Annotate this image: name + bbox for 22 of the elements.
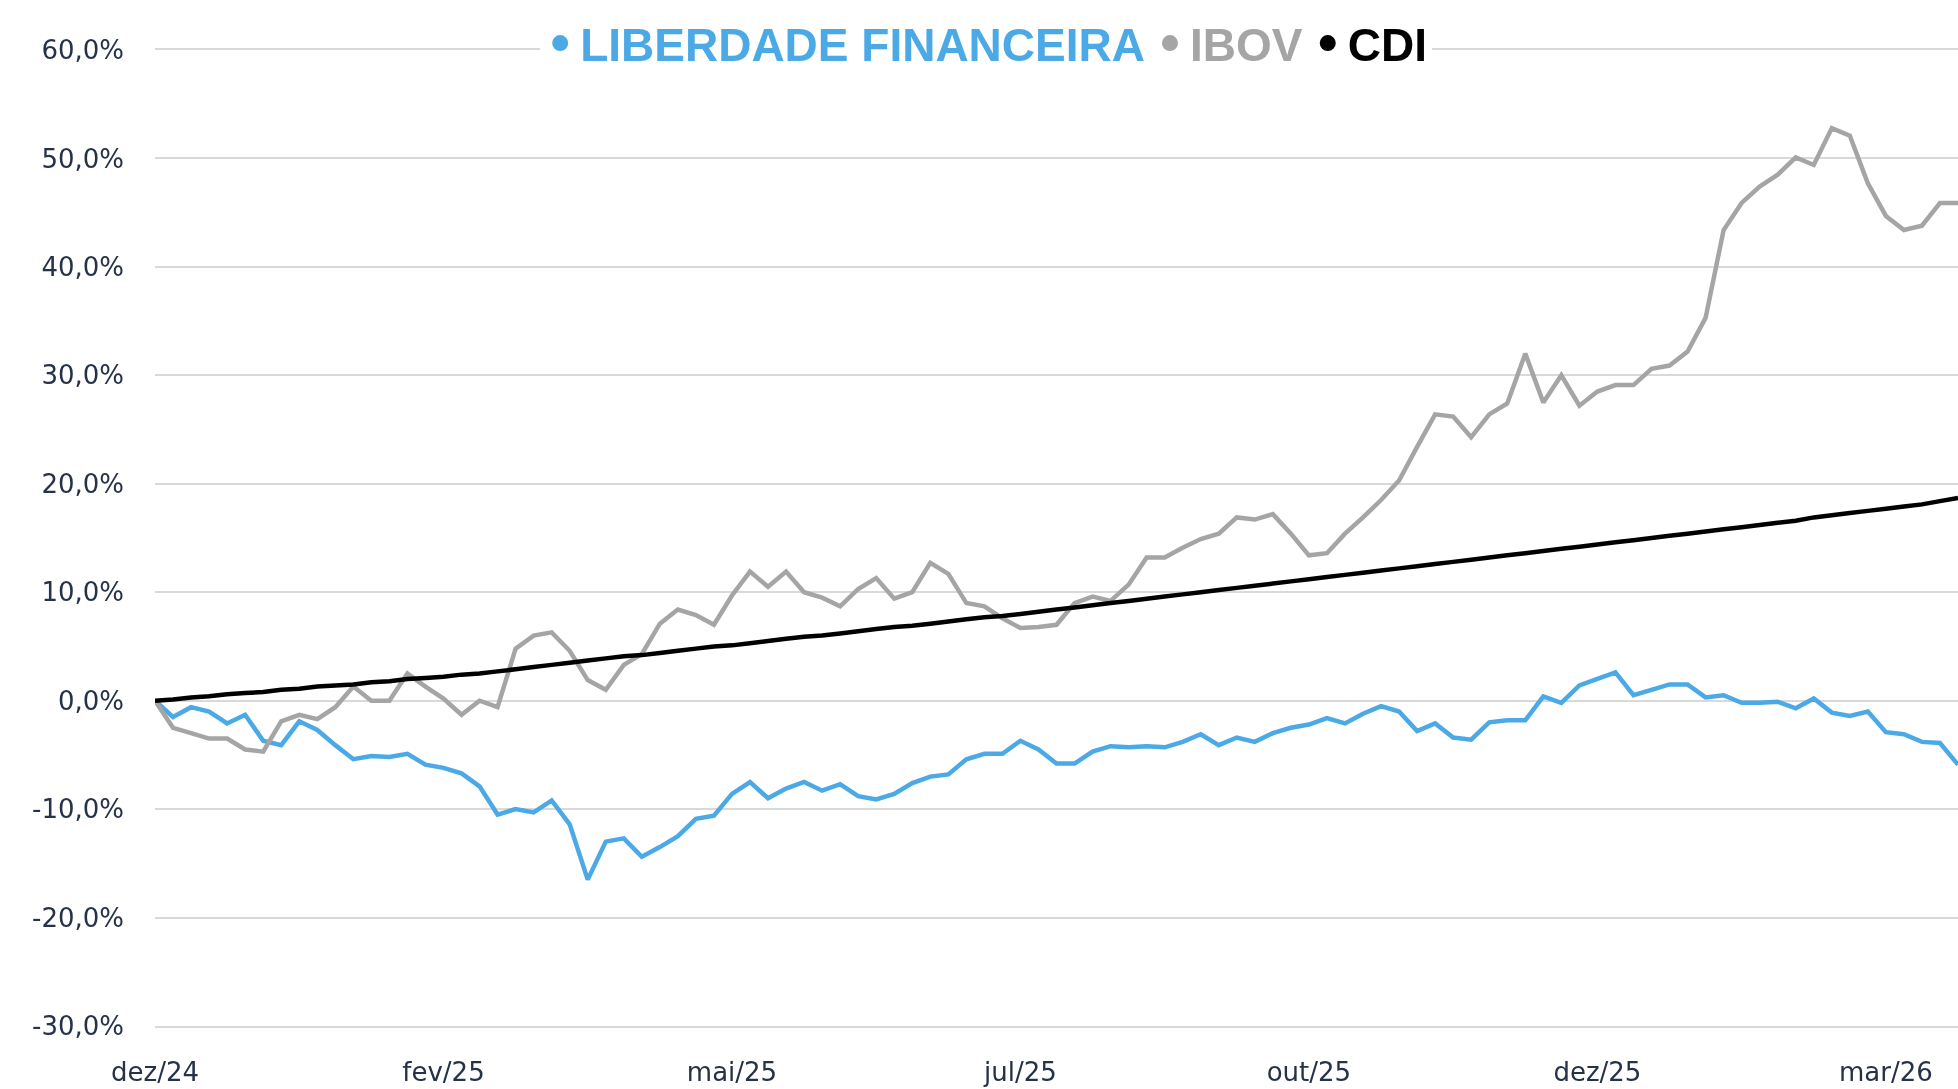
x-tick-label: jul/25 (983, 1056, 1057, 1087)
legend-label: LIBERDADE FINANCEIRA (580, 19, 1145, 72)
x-tick-label: mar/26 (1838, 1056, 1933, 1087)
y-tick-label: -20,0% (32, 902, 124, 933)
x-tick-label: out/25 (1266, 1056, 1352, 1087)
line-series (155, 125, 1958, 754)
y-tick-label: 10,0% (41, 577, 124, 608)
y-tick-label: -10,0% (32, 794, 124, 825)
y-tick-label: 0,0% (57, 685, 124, 716)
x-tick-label: fev/25 (402, 1056, 485, 1087)
legend-label: CDI (1347, 19, 1427, 72)
y-tick-label: 30,0% (41, 360, 124, 391)
legend-label: IBOV (1189, 19, 1303, 72)
x-tick-label: dez/25 (1553, 1056, 1642, 1087)
y-tick-label: 20,0% (41, 468, 124, 499)
x-tick-label: mai/25 (686, 1056, 778, 1087)
y-tick-label: 50,0% (41, 143, 124, 174)
y-tick-label: -30,0% (32, 1011, 124, 1042)
x-tick-label: dez/24 (111, 1056, 199, 1087)
y-tick-label: 40,0% (41, 251, 124, 282)
line-series (155, 495, 1958, 703)
y-tick-label: 60,0% (41, 35, 124, 66)
